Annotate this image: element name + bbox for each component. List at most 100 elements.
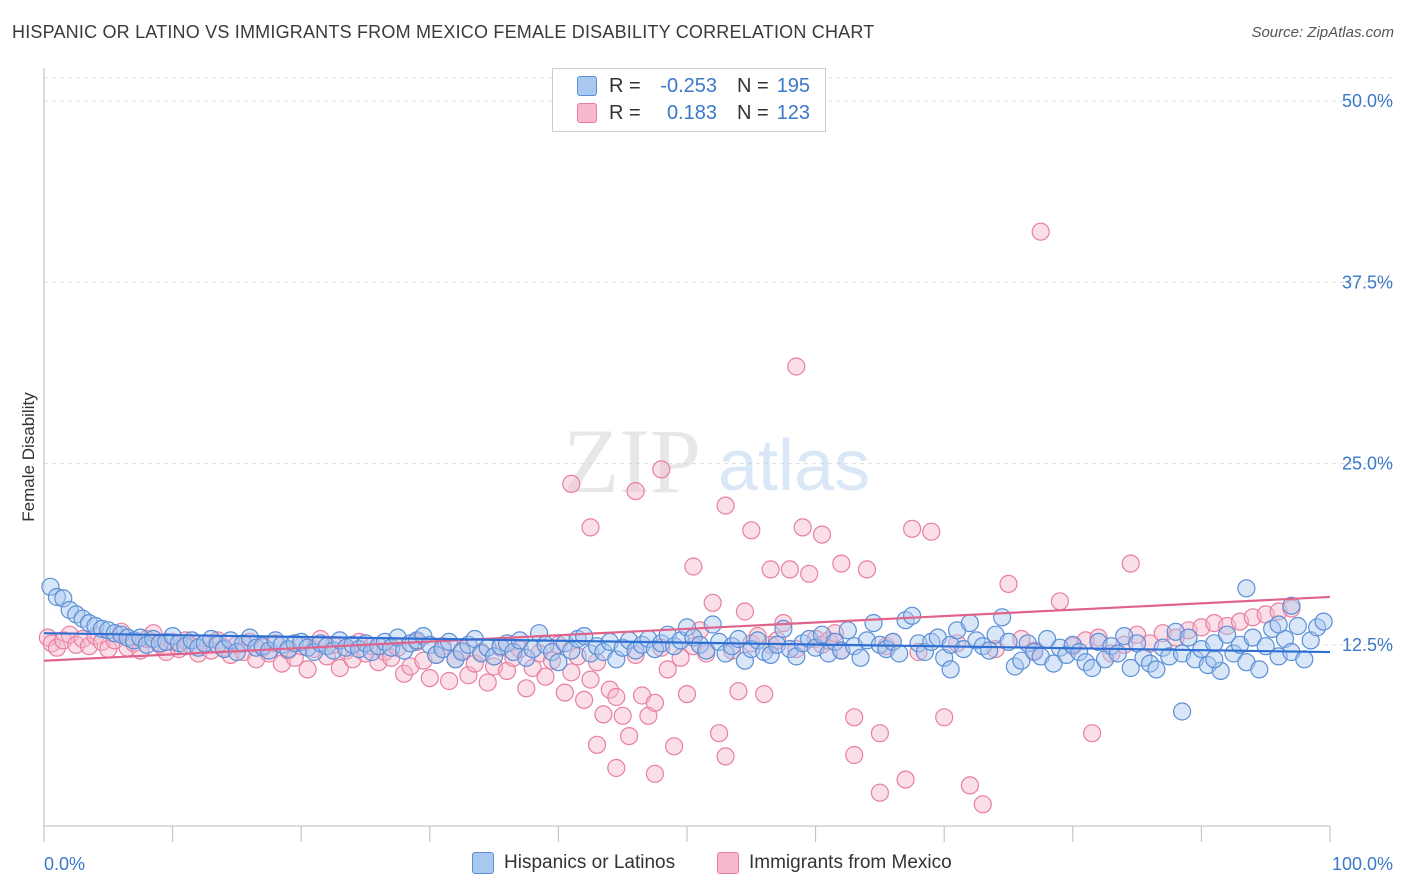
mexico-swatch [577,103,597,123]
data-point [1250,660,1269,679]
data-point [716,496,735,515]
data-point [845,745,864,765]
data-point [446,650,465,669]
data-point [555,683,574,702]
n-label: N = [737,74,769,97]
data-point [800,564,819,583]
data-point [652,460,671,479]
data-point [716,644,735,663]
watermark: ZIP atlas [563,410,870,512]
data-point [497,661,517,681]
series-legend: Hispanics or Latinos Immigrants from Mex… [0,852,1406,878]
data-point [1314,612,1333,631]
x-tick-label-min: 0.0% [44,854,85,874]
data-point [935,708,954,727]
n-value: 195 [776,74,811,97]
data-points [38,222,1333,814]
data-point [587,735,607,754]
data-point [240,628,259,647]
data-point [1243,628,1262,647]
data-point [1121,658,1140,678]
trend-lines [43,595,1331,662]
data-point [619,726,639,746]
data-point [941,660,960,679]
data-point [864,613,883,633]
data-point [645,764,665,783]
legend-label-mexico: Immigrants from Mexico [749,852,952,873]
y-tick-label: 50.0% [1342,91,1393,111]
data-point [452,642,471,662]
data-point [845,708,864,727]
data-point [902,606,922,625]
data-point [1089,628,1108,647]
y-tick-label: 25.0% [1342,454,1393,474]
data-point [440,671,459,691]
data-point [1269,615,1288,634]
data-point [857,560,877,579]
data-point [330,658,349,678]
data-point [780,560,800,579]
data-point [395,664,414,683]
data-point [703,615,722,634]
data-point [1050,592,1070,611]
trendline-hispanic [43,632,1331,654]
data-point [812,525,832,544]
data-point [1172,702,1192,721]
data-point [761,560,780,579]
data-point [973,795,992,814]
data-point [613,706,632,725]
data-point [485,647,504,666]
data-point [980,641,999,660]
gridlines [44,77,1392,646]
data-point [542,642,562,662]
stats-row-hispanic: R = -0.253 N = 195 [577,73,810,99]
data-point [562,663,581,682]
y-axis-title: Female Disability [19,392,38,522]
data-point [954,639,973,659]
data-point [600,680,619,699]
data-point [999,574,1018,594]
data-point [1237,579,1256,598]
data-point [787,647,806,666]
data-point [960,613,980,633]
trendline-mexico [43,595,1331,662]
data-point [870,724,890,743]
data-point [420,668,439,688]
data-point [298,660,317,679]
x-tick-label-max: 100.0% [1332,854,1393,874]
stats-row-mexico: R = 0.183 N = 123 [577,100,810,126]
r-label: R = [609,74,641,97]
data-point [677,684,697,704]
data-point [703,593,722,612]
data-point [645,693,665,712]
data-point [709,724,729,743]
mexico-legend-swatch [717,852,739,874]
data-point [1102,637,1121,656]
data-point [890,644,909,663]
data-point [999,632,1018,652]
n-label: N = [737,101,769,124]
data-point [1031,222,1050,241]
legend-item-hispanic[interactable]: Hispanics or Latinos [472,852,675,874]
data-point [1205,634,1224,653]
data-point [1179,628,1198,647]
legend-item-mexico[interactable]: Immigrants from Mexico [717,852,952,874]
axes [43,68,1331,842]
data-point [992,608,1012,627]
data-point [1121,554,1140,573]
data-point [832,554,851,573]
legend-label-hispanic: Hispanics or Latinos [504,852,676,873]
data-point [1282,596,1301,615]
data-point [517,679,536,698]
data-point [131,628,150,647]
data-point [742,521,761,540]
data-point [896,770,915,789]
data-point [1082,658,1102,678]
data-point [607,758,626,778]
data-point [607,687,626,707]
r-label: R = [609,101,641,124]
watermark-zip: ZIP [563,410,701,512]
data-point [47,587,67,607]
data-point [922,522,941,541]
